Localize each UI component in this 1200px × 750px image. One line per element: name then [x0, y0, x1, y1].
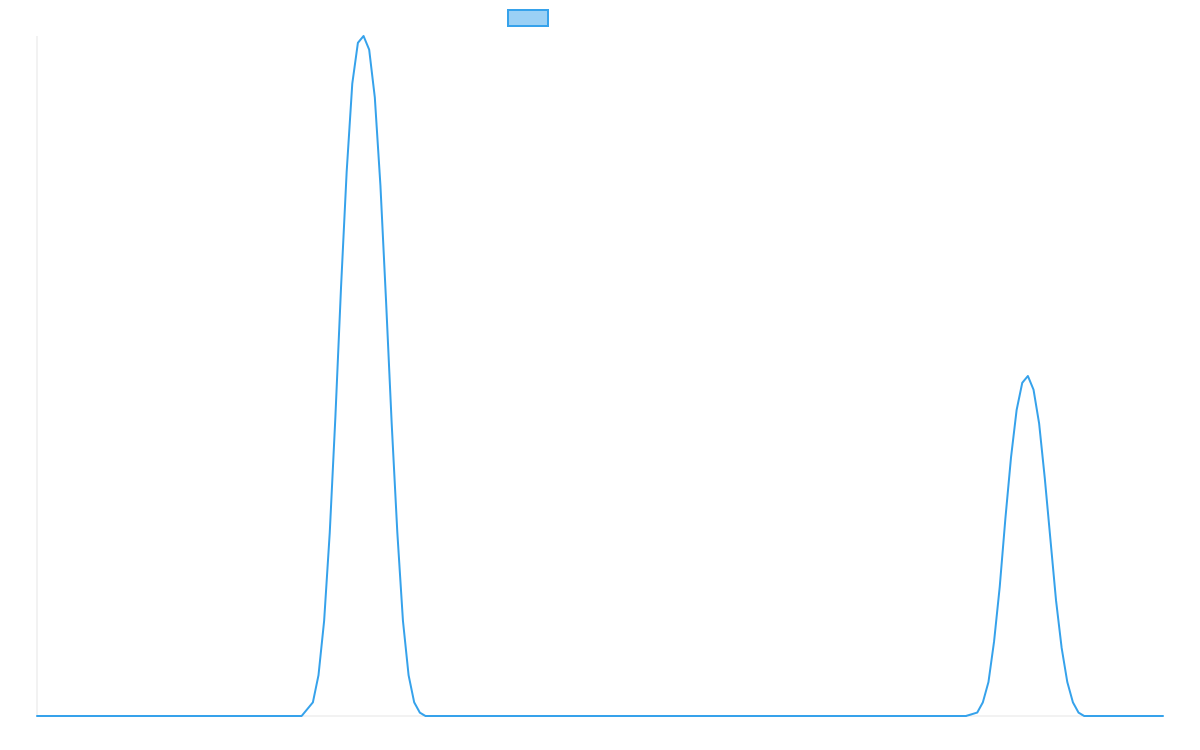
series-layer: [36, 35, 1164, 717]
series-line-0: [36, 35, 1164, 717]
legend[interactable]: [507, 9, 549, 27]
axes: [36, 36, 1163, 717]
legend-swatch[interactable]: [507, 9, 549, 27]
